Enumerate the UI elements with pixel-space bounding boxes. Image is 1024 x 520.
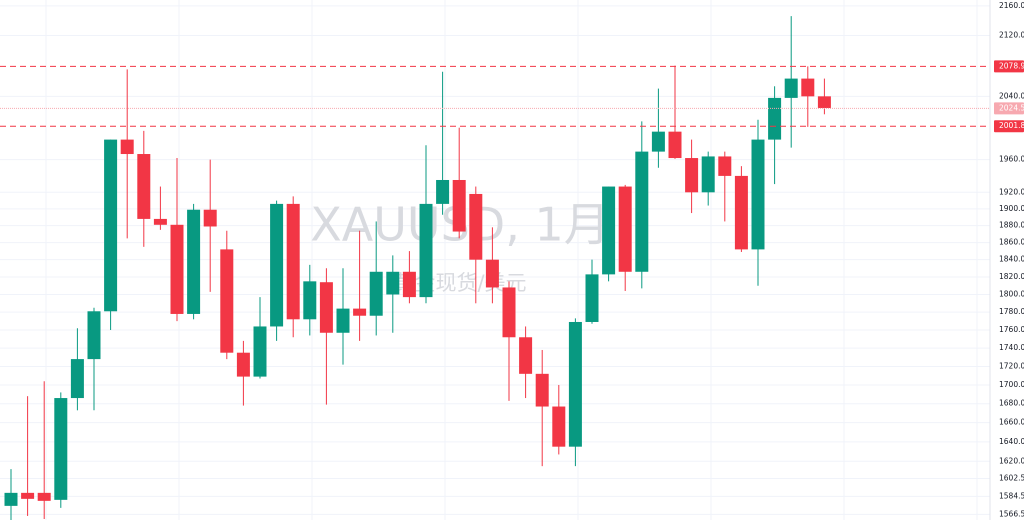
y-tick-label: 1720.00: [999, 361, 1024, 370]
candle-body: [353, 308, 367, 316]
y-tick-label: 1700.00: [999, 380, 1024, 389]
candle-body: [220, 249, 234, 353]
candle-body: [70, 359, 84, 399]
candle-body: [535, 373, 549, 407]
candle-body: [602, 186, 616, 275]
candle-body: [817, 96, 831, 109]
candle-body: [734, 175, 748, 250]
y-tick-label: 1880.00: [999, 221, 1024, 230]
y-tick-label: 1820.00: [999, 272, 1024, 281]
candle-body: [286, 203, 300, 320]
candle-body: [419, 203, 433, 298]
candle-body: [801, 78, 815, 97]
y-tick-label: 1900.00: [999, 204, 1024, 213]
candle-body: [203, 209, 217, 227]
candle-body: [701, 156, 715, 193]
candle-body: [369, 271, 383, 316]
y-tick-label: 1620.00: [999, 456, 1024, 465]
candle-body: [386, 271, 400, 295]
y-tick-label: 1860.00: [999, 238, 1024, 247]
candle-body: [270, 203, 284, 327]
price-label: 2078.93: [999, 61, 1024, 70]
price-label: 2024.57: [999, 103, 1024, 112]
candle-body: [784, 78, 798, 98]
candle-body: [253, 326, 267, 377]
y-tick-label: 1780.00: [999, 307, 1024, 316]
price-label-box: [994, 120, 1024, 133]
candle-body: [768, 97, 782, 140]
candle-body: [104, 139, 118, 312]
y-tick-label: 1960.00: [999, 155, 1024, 164]
candle-body: [54, 398, 68, 500]
candle-body: [651, 131, 665, 152]
candle-body: [120, 139, 134, 155]
candle-body: [336, 308, 350, 333]
candle-body: [319, 282, 333, 333]
candle-body: [187, 209, 201, 314]
candle-body: [4, 492, 18, 506]
y-tick-label: 1660.00: [999, 418, 1024, 427]
candle-body: [236, 352, 250, 377]
y-tick-label: 1680.00: [999, 399, 1024, 408]
y-tick-label: 1584.50: [999, 491, 1024, 500]
candle-body: [87, 311, 101, 360]
candle-body: [21, 492, 35, 499]
candle-body: [635, 151, 649, 272]
y-tick-label: 1800.00: [999, 289, 1024, 298]
y-tick-label: 2160.00: [999, 1, 1024, 10]
y-tick-label: 1920.00: [999, 187, 1024, 196]
price-label-box: [994, 102, 1024, 115]
candle-body: [751, 139, 765, 250]
candle-body: [718, 156, 732, 176]
y-tick-label: 1840.00: [999, 255, 1024, 264]
candle-body: [303, 281, 317, 320]
price-label-box: [994, 60, 1024, 73]
candle-body: [469, 193, 483, 260]
candle-body: [552, 406, 566, 447]
y-tick-label: 2040.00: [999, 91, 1024, 100]
y-tick-label: 1740.00: [999, 343, 1024, 352]
candle-body: [37, 492, 51, 501]
candle-body: [452, 179, 466, 232]
candle-body: [502, 287, 516, 338]
candle-body: [137, 154, 151, 219]
candle-body: [485, 259, 499, 288]
y-tick-label: 1760.00: [999, 325, 1024, 334]
candle-body: [568, 321, 582, 447]
candle-body: [153, 218, 167, 225]
y-tick-label: 1566.50: [999, 509, 1024, 518]
y-tick-label: 1602.50: [999, 473, 1024, 482]
y-tick-label: 1640.00: [999, 437, 1024, 446]
candle-body: [436, 179, 450, 204]
candle-body: [170, 224, 184, 314]
candle-body: [519, 337, 533, 374]
candle-body: [585, 274, 599, 322]
candle-body: [668, 131, 682, 159]
candle-body: [618, 186, 632, 272]
price-label: 2001.88: [999, 121, 1024, 130]
y-tick-label: 2120.00: [999, 30, 1024, 39]
candle-body: [685, 158, 699, 193]
candle-body: [402, 271, 416, 298]
